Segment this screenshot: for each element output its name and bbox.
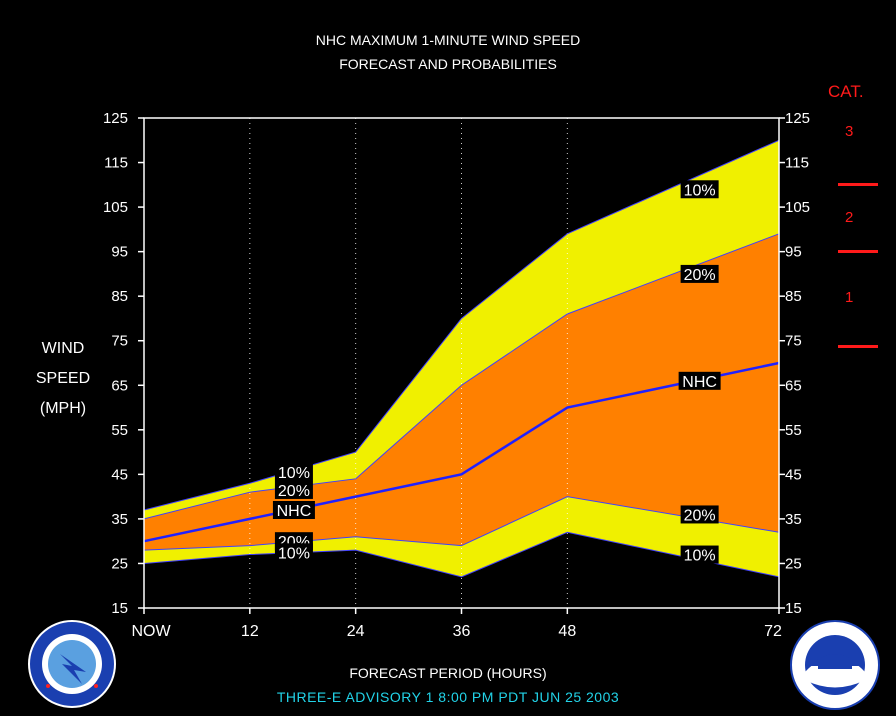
series-line-10pct-lower [143,531,780,578]
chart-title-line2: FORECAST AND PROBABILITIES [339,56,557,72]
y-tick-label-left-35: 35 [111,511,128,528]
annotation-box-4 [274,543,313,562]
y-tick-label-right-75: 75 [785,333,802,350]
band-20pct [144,233,779,551]
annotation-label-4: 10% [278,545,310,562]
y-tick-label-right-25: 25 [785,555,802,572]
y-tick-label-left-125: 125 [103,110,128,127]
category-label-3: 3 [845,123,854,140]
y-tick-label-left-65: 65 [111,377,128,394]
annotation-label-0: 10% [278,465,310,482]
y-tick-label-left-45: 45 [111,466,128,483]
category-divider-3-2 [838,183,878,186]
y-tick-label-right-65: 65 [785,377,802,394]
category-divider-1-ts [838,345,878,348]
y-tick-label-right-85: 85 [785,288,802,305]
y-tick-label-left-55: 55 [111,422,128,439]
annotation-box-2 [272,501,315,519]
y-tick-label-left-105: 105 [103,199,128,216]
annotation-label-8: 20% [684,507,716,524]
annotation-label-5: 10% [684,182,716,199]
y-axis-label-line3: (MPH) [39,400,87,417]
annotation-label-2: NHC [277,503,312,520]
y-tick-label-left-85: 85 [111,288,128,305]
nws-logo-icon [28,620,116,708]
annotation-box-1 [274,480,313,499]
category-title: CAT. [828,82,864,101]
chart-title-line1: NHC MAXIMUM 1-MINUTE WIND SPEED [315,32,581,48]
x-tick-label-12: 12 [241,623,259,640]
y-tick-label-right-95: 95 [785,244,802,261]
category-label-1: 1 [845,289,854,306]
annotation-box-9 [680,545,719,564]
annotation-box-6 [680,264,719,283]
annotation-box-8 [680,505,719,524]
x-axis-label: FORECAST PERIOD (HOURS) [349,665,547,681]
y-tick-label-left-15: 15 [111,600,128,617]
series-line-20pct-upper [143,233,780,520]
y-tick-label-right-55: 55 [785,422,802,439]
annotation-box-0 [274,463,313,482]
y-tick-label-left-115: 115 [104,155,128,172]
y-tick-label-left-25: 25 [111,555,128,572]
y-axis-label-line2: SPEED [35,370,91,387]
annotation-label-9: 10% [684,548,716,565]
y-tick-label-right-125: 125 [785,110,810,127]
category-divider-2-1 [838,250,878,253]
y-tick-label-right-45: 45 [785,466,802,483]
y-tick-label-right-35: 35 [785,511,802,528]
y-tick-label-left-75: 75 [111,333,128,350]
x-tick-label-72: 72 [764,623,782,640]
x-tick-label-NOW: NOW [131,623,171,640]
annotation-box-7 [678,371,721,390]
x-tick-label-48: 48 [558,623,576,640]
annotation-box-5 [680,180,719,199]
annotation-label-7: NHC [682,374,717,391]
category-label-2: 2 [845,209,854,226]
series-line-nhc [143,361,780,543]
y-axis-label-line1: WIND [41,340,85,357]
y-tick-label-right-15: 15 [785,600,802,617]
series-line-10pct-upper [143,139,780,511]
y-tick-label-right-105: 105 [785,199,810,216]
x-tick-label-24: 24 [347,623,365,640]
x-tick-label-36: 36 [453,623,471,640]
annotation-label-1: 20% [278,483,310,500]
advisory-info: THREE-E ADVISORY 1 8:00 PM PDT JUN 25 20… [276,689,620,705]
y-tick-label-right-115: 115 [785,155,809,172]
series-line-20pct-lower [143,496,780,551]
y-tick-label-left-95: 95 [111,244,128,261]
annotation-label-6: 20% [684,267,716,284]
noaa-logo-icon [790,620,880,710]
